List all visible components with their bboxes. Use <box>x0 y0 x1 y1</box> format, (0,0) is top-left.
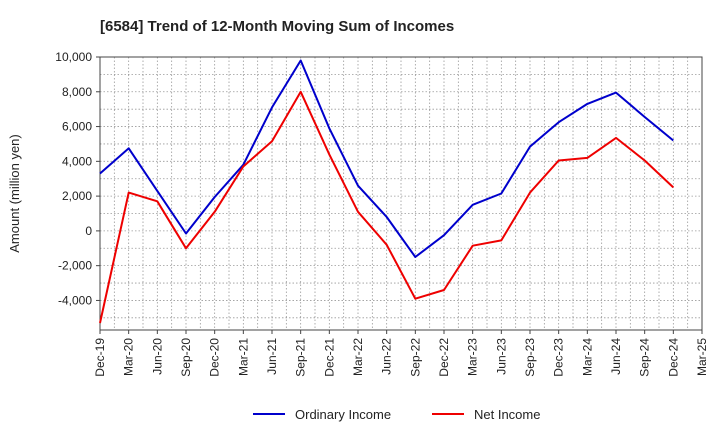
x-tick-label: Jun-21 <box>265 338 279 375</box>
x-axis-ticks: Dec-19 Mar-20 Jun-20 Sep-20 Dec-20 Mar-21 Jun-… <box>93 330 709 377</box>
x-tick-label: Dec-19 <box>93 338 107 377</box>
x-tick-label: Mar-23 <box>466 338 480 376</box>
legend-label-net-income: Net Income <box>474 407 540 422</box>
chart-title: [6584] Trend of 12-Month Moving Sum of I… <box>100 18 454 35</box>
x-tick-label: Mar-22 <box>351 338 365 376</box>
x-tick-label: Sep-20 <box>179 338 193 377</box>
x-tick-label: Sep-22 <box>408 338 422 377</box>
x-tick-label: Sep-24 <box>638 338 652 377</box>
x-tick-label: Mar-24 <box>580 338 594 376</box>
x-tick-label: Dec-22 <box>437 338 451 377</box>
y-tick-label: 6,000 <box>62 120 92 134</box>
y-axis-label: Amount (million yen) <box>7 134 22 253</box>
x-tick-label: Sep-21 <box>294 338 308 377</box>
plot-area <box>99 56 703 331</box>
y-tick-label: -4,000 <box>58 293 92 307</box>
y-tick-label: 4,000 <box>62 154 92 168</box>
x-tick-label: Dec-24 <box>666 338 680 377</box>
legend-label-ordinary-income: Ordinary Income <box>295 407 391 422</box>
x-tick-label: Dec-20 <box>208 338 222 377</box>
x-tick-label: Mar-25 <box>695 338 709 376</box>
y-tick-label: 10,000 <box>55 50 92 64</box>
x-tick-label: Sep-23 <box>523 338 537 377</box>
y-axis-ticks: 10,000 8,000 6,000 4,000 2,000 0 -2,000 -4,000 <box>55 50 100 307</box>
x-tick-label: Mar-21 <box>236 338 250 376</box>
x-tick-label: Jun-23 <box>494 338 508 375</box>
series-line-ordinary-income <box>99 59 674 258</box>
x-tick-label: Dec-21 <box>322 338 336 377</box>
y-tick-label: 8,000 <box>62 85 92 99</box>
x-tick-label: Jun-20 <box>150 338 164 375</box>
x-tick-label: Mar-20 <box>122 338 136 376</box>
y-tick-label: 0 <box>85 224 92 238</box>
series-line-net-income <box>99 90 674 324</box>
series-layer <box>99 59 674 324</box>
x-tick-label: Jun-22 <box>380 338 394 375</box>
y-tick-label: 2,000 <box>62 189 92 203</box>
grid <box>100 57 702 330</box>
legend: Ordinary Income Net Income <box>253 407 540 422</box>
x-tick-label: Jun-24 <box>609 338 623 375</box>
x-tick-label: Dec-23 <box>552 338 566 377</box>
y-tick-label: -2,000 <box>58 259 92 273</box>
